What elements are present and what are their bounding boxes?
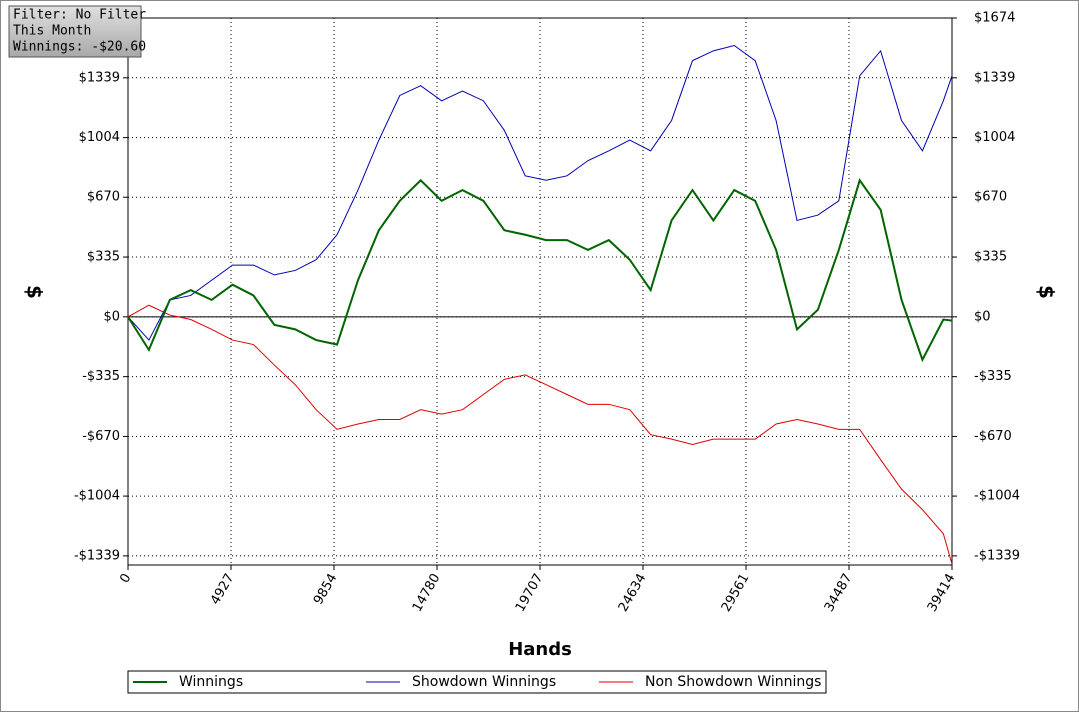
x-axis-label: Hands: [508, 639, 572, 660]
y2-tick-label: -$670: [974, 429, 1012, 444]
filter-text: Filter: No Filter: [13, 8, 146, 23]
y2-tick-label: $0: [974, 309, 991, 324]
series-line: [127, 44, 953, 341]
legend-box: [127, 670, 827, 694]
y-tick-label: $1339: [79, 70, 120, 85]
legend-label: Non Showdown Winnings: [645, 674, 821, 690]
y2-tick-label: $1339: [974, 70, 1015, 85]
legend-label: Winnings: [179, 674, 243, 690]
y-tick-label: -$1004: [74, 489, 120, 504]
filter-text: This Month: [13, 24, 91, 39]
y-tick-label: -$1339: [74, 548, 120, 563]
y2-tick-label: -$335: [974, 369, 1012, 384]
y-tick-label: -$335: [82, 369, 120, 384]
y2-axis-label: $: [1035, 285, 1059, 299]
y-tick-label: $1004: [79, 130, 120, 145]
y2-tick-label: $1004: [974, 130, 1015, 145]
filter-text: Winnings: -$20.60: [13, 40, 146, 55]
y-tick-label: $0: [103, 309, 120, 324]
y2-tick-label: $1674: [974, 11, 1015, 26]
y-tick-label: $335: [87, 250, 120, 265]
legend-label: Showdown Winnings: [412, 674, 556, 690]
y-axis-label: $: [23, 285, 47, 299]
series-line: [127, 178, 953, 363]
filter-box: [8, 5, 142, 58]
y2-tick-label: -$1339: [974, 548, 1020, 563]
series-line: [127, 304, 953, 565]
y-tick-label: -$670: [82, 429, 120, 444]
y2-tick-label: $670: [974, 190, 1007, 205]
y-tick-label: $670: [87, 190, 120, 205]
y2-tick-label: $335: [974, 250, 1007, 265]
y2-tick-label: -$1004: [974, 489, 1020, 504]
